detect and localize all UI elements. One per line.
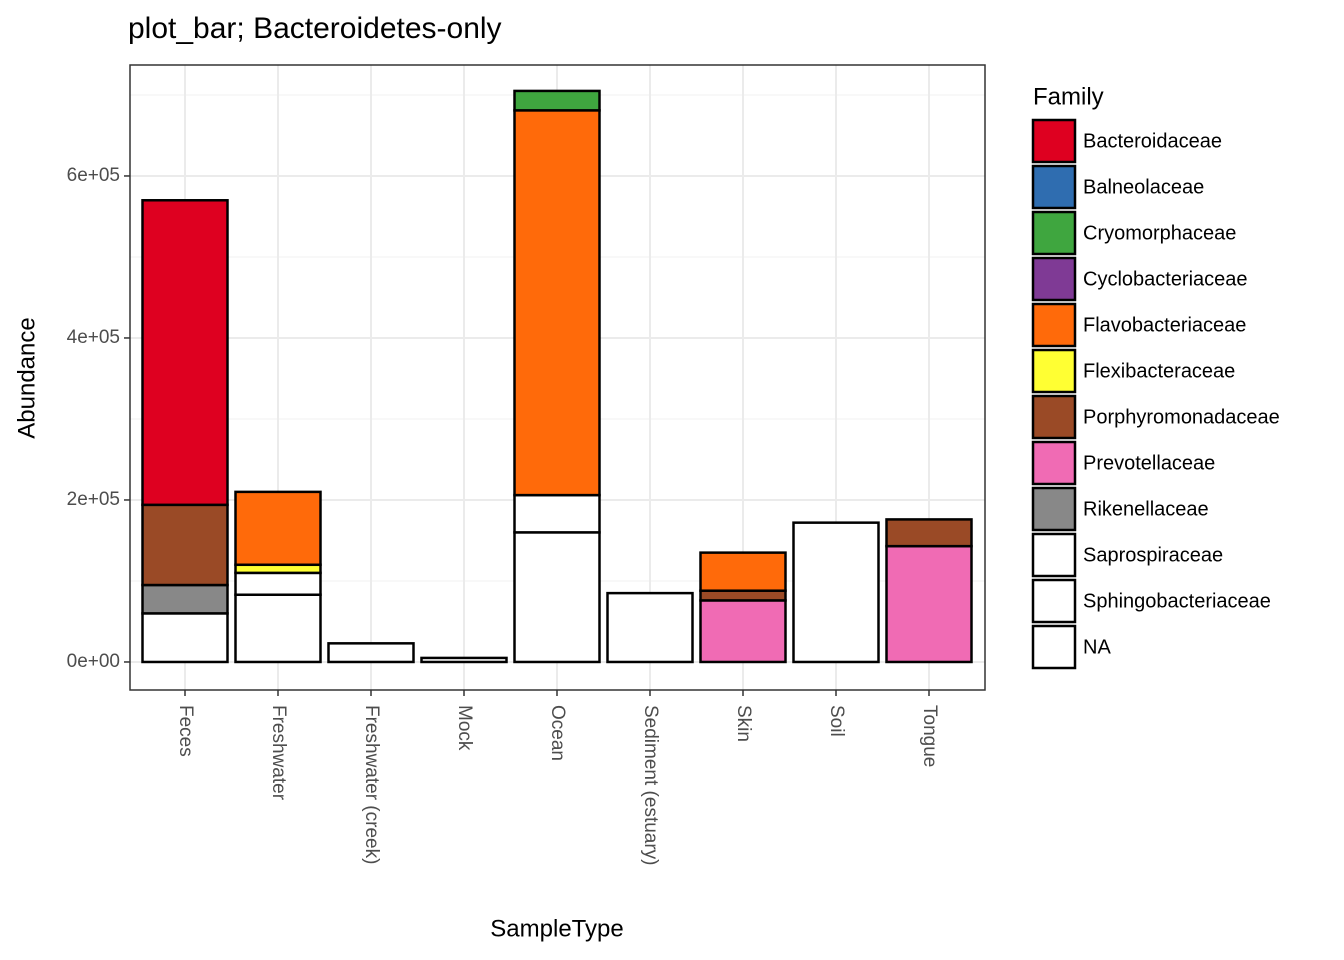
x-tick-label: Freshwater (creek) xyxy=(361,705,382,864)
legend-key xyxy=(1031,256,1077,302)
bar-segment xyxy=(234,490,322,567)
x-tick-label: Feces xyxy=(175,705,196,757)
legend-key xyxy=(1031,624,1077,670)
y-tick-label: 6e+05 xyxy=(67,165,120,186)
bar-segment xyxy=(699,589,787,602)
legend-label: Saprospiraceae xyxy=(1083,544,1223,566)
x-tick-label: Soil xyxy=(826,705,847,737)
legend-label: Flavobacteriaceae xyxy=(1083,314,1246,336)
bar-segment xyxy=(606,591,694,664)
legend-label: Bacteroidaceae xyxy=(1083,130,1222,152)
legend-key xyxy=(1031,118,1077,164)
bar-segment xyxy=(327,642,415,664)
bar-segment xyxy=(513,109,601,497)
legend-label: Cyclobacteriaceae xyxy=(1083,268,1248,290)
y-tick-label: 4e+05 xyxy=(67,327,120,348)
legend-label: Sphingobacteriaceae xyxy=(1083,590,1271,612)
bar-segment xyxy=(513,531,601,664)
legend-label: Cryomorphaceae xyxy=(1083,222,1236,244)
legend-label: NA xyxy=(1083,636,1111,658)
y-tick-label: 2e+05 xyxy=(67,489,120,510)
bar-segment xyxy=(141,612,229,664)
legend-key xyxy=(1031,210,1077,256)
y-axis-title: Abundance xyxy=(13,317,40,438)
legend-label: Balneolaceae xyxy=(1083,176,1204,198)
bar-segment xyxy=(420,656,508,664)
bar-segment xyxy=(699,599,787,664)
x-tick-label: Sediment (estuary) xyxy=(640,705,661,866)
legend-key xyxy=(1031,486,1077,532)
bar-segment xyxy=(885,544,973,664)
legend-label: Rikenellaceae xyxy=(1083,498,1209,520)
legend-label: Prevotellaceae xyxy=(1083,452,1215,474)
legend-key xyxy=(1031,532,1077,578)
bar-segment xyxy=(141,583,229,615)
legend-key xyxy=(1031,302,1077,348)
bar-segment xyxy=(234,593,322,664)
legend-label: Flexibacteraceae xyxy=(1083,360,1235,382)
bar-segment xyxy=(513,89,601,112)
bar-segment xyxy=(234,571,322,596)
bar-segment xyxy=(141,199,229,507)
bar-segment xyxy=(513,493,601,534)
plot-border xyxy=(129,64,986,691)
legend-key xyxy=(1031,348,1077,394)
bar-segment xyxy=(141,503,229,587)
y-tick-label: 0e+00 xyxy=(67,651,120,672)
legend-key xyxy=(1031,394,1077,440)
bar-segment xyxy=(699,551,787,592)
legend-key xyxy=(1031,164,1077,210)
legend-label: Porphyromonadaceae xyxy=(1083,406,1280,428)
x-tick-label: Mock xyxy=(454,705,475,751)
bar-segment xyxy=(885,518,973,548)
x-tick-label: Freshwater xyxy=(268,705,289,801)
x-tick-label: Tongue xyxy=(919,705,940,767)
x-tick-label: Ocean xyxy=(547,705,568,761)
bar-segment xyxy=(792,521,880,664)
chart-title: plot_bar; Bacteroidetes-only xyxy=(128,12,502,45)
x-tick-label: Skin xyxy=(733,705,754,742)
legend-key xyxy=(1031,578,1077,624)
legend-key xyxy=(1031,440,1077,486)
legend-title: Family xyxy=(1033,83,1104,110)
x-axis-title: SampleType xyxy=(490,915,623,942)
